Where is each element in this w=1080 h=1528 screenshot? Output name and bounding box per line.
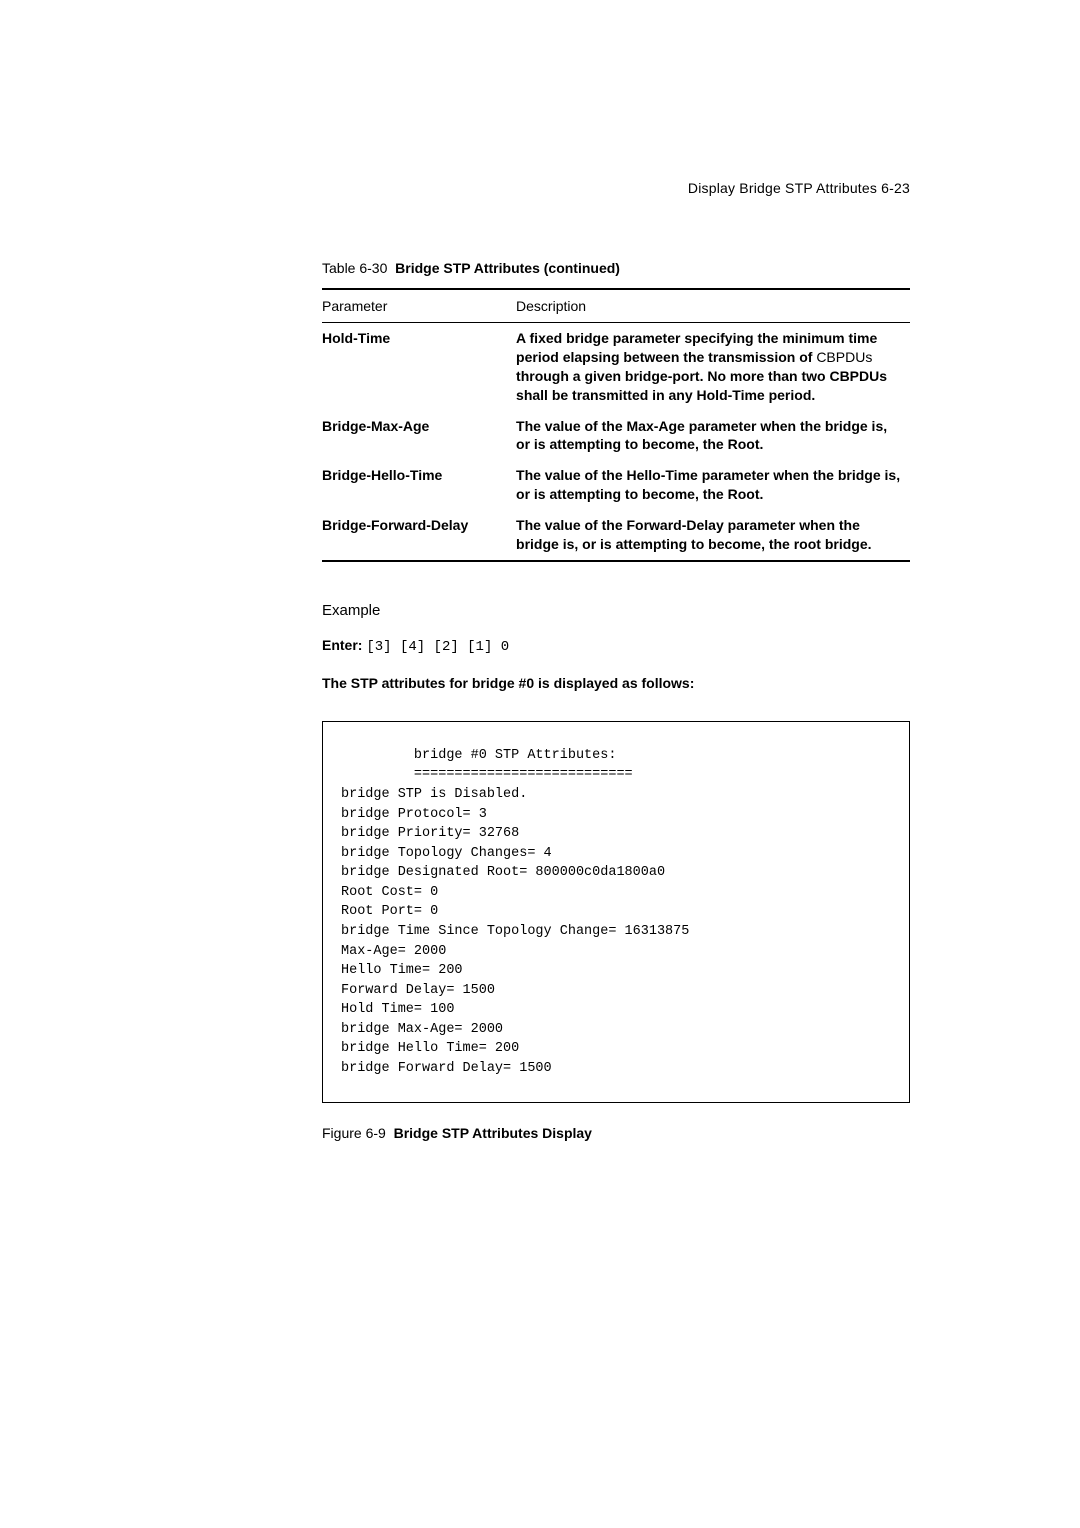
figure-caption-title: Bridge STP Attributes Display bbox=[394, 1125, 592, 1141]
table-cell-desc: A fixed bridge parameter specifying the … bbox=[516, 323, 910, 411]
table-cell-param: Bridge-Forward-Delay bbox=[322, 510, 516, 561]
code-output-box: bridge #0 STP Attributes: ==============… bbox=[322, 721, 910, 1104]
enter-command: [3] [4] [2] [1] 0 bbox=[366, 639, 509, 655]
example-heading: Example bbox=[322, 602, 910, 619]
enter-label: Enter: bbox=[322, 637, 366, 653]
table-row: Bridge-Max-Age The value of the Max-Age … bbox=[322, 411, 910, 461]
bridge-stp-table: Parameter Description Hold-Time A fixed … bbox=[322, 288, 910, 562]
table-cell-param: Bridge-Hello-Time bbox=[322, 460, 516, 510]
table-cell-desc: The value of the Forward-Delay parameter… bbox=[516, 510, 910, 561]
table-cell-param: Bridge-Max-Age bbox=[322, 411, 516, 461]
figure-caption-prefix: Figure 6-9 bbox=[322, 1125, 386, 1141]
table-cell-desc: The value of the Hello-Time parameter wh… bbox=[516, 460, 910, 510]
table-header-description: Description bbox=[516, 289, 910, 323]
table-cell-desc: The value of the Max-Age parameter when … bbox=[516, 411, 910, 461]
table-caption: Table 6-30 Bridge STP Attributes (contin… bbox=[322, 260, 910, 276]
enter-line: Enter: [3] [4] [2] [1] 0 bbox=[322, 637, 910, 655]
table-caption-title: Bridge STP Attributes (continued) bbox=[395, 260, 620, 276]
table-row: Hold-Time A fixed bridge parameter speci… bbox=[322, 323, 910, 411]
table-cell-param: Hold-Time bbox=[322, 323, 516, 411]
result-text: The STP attributes for bridge #0 is disp… bbox=[322, 675, 910, 691]
figure-caption: Figure 6-9 Bridge STP Attributes Display bbox=[322, 1125, 910, 1141]
page-header: Display Bridge STP Attributes 6-23 bbox=[322, 180, 910, 196]
table-row: Bridge-Hello-Time The value of the Hello… bbox=[322, 460, 910, 510]
table-row: Bridge-Forward-Delay The value of the Fo… bbox=[322, 510, 910, 561]
table-header-parameter: Parameter bbox=[322, 289, 516, 323]
table-caption-prefix: Table 6-30 bbox=[322, 260, 387, 276]
